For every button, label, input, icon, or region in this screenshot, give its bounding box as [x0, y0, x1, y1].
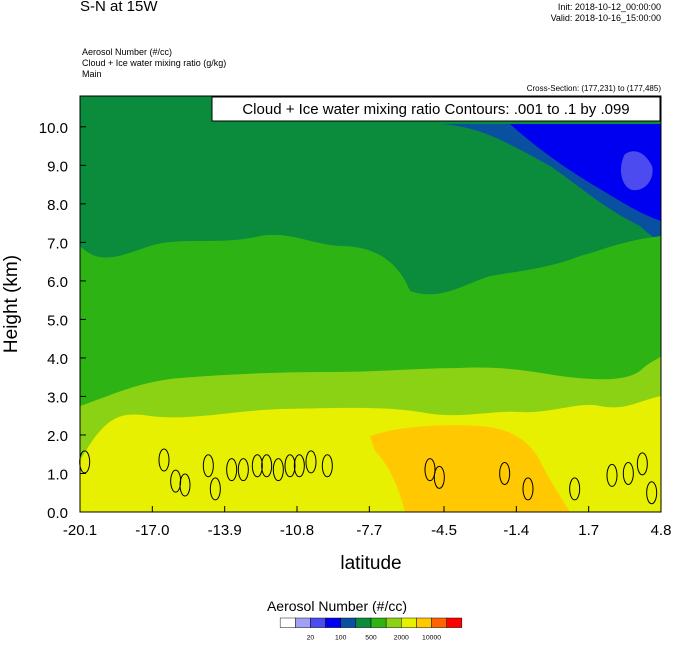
colorbar-swatch: [355, 617, 372, 628]
colorbar-swatch: [370, 617, 387, 628]
y-tick-label: 7.0: [47, 235, 68, 252]
field-aerosol-label: Aerosol Number (#/cc): [82, 47, 173, 57]
plot-area: Cloud + Ice water mixing ratio Contours:…: [1, 95, 671, 574]
region-upper-blue: [510, 124, 661, 221]
cloud-contour: [158, 448, 170, 472]
y-tick-label: 1.0: [47, 466, 68, 483]
cloud-contour: [522, 477, 534, 501]
colorbar-swatch: [431, 617, 447, 628]
cloud-contour: [305, 450, 317, 474]
cloud-contour: [209, 477, 221, 501]
y-tick-label: 3.0: [47, 389, 68, 406]
plot-frame: [79, 95, 662, 513]
x-tick-label: -13.9: [208, 522, 242, 539]
x-tick-label: 4.8: [651, 522, 672, 539]
x-tick-label: -1.4: [503, 522, 529, 539]
cloud-contour: [237, 458, 249, 482]
x-tick-label: -7.7: [356, 522, 382, 539]
colorbar: 20 100 500 2000 10000: [279, 617, 463, 641]
x-tick-label: -4.5: [431, 522, 457, 539]
region-orange: [370, 425, 570, 512]
x-tick-label: -17.0: [135, 522, 169, 539]
cloud-contour: [251, 454, 263, 478]
y-tick-label: 8.0: [47, 197, 68, 214]
chart-title: S-N at 15W: [80, 0, 158, 15]
colorbar-swatch: [340, 617, 357, 628]
colorbar-swatch: [416, 617, 432, 628]
colorbar-label: 100: [335, 634, 347, 641]
y-tick-label: 6.0: [47, 274, 68, 291]
cloud-contour: [284, 454, 296, 478]
colorbar-swatch: [385, 617, 402, 628]
cloud-contour: [179, 473, 191, 497]
colorbar-swatch: [446, 617, 463, 628]
cloud-contour: [424, 458, 436, 482]
y-tick-label: 9.0: [47, 158, 68, 175]
colorbar-labels: 20 100 500 2000 10000: [307, 634, 442, 641]
cloud-contour: [636, 452, 648, 476]
y-axis: 0.0 1.0 2.0 3.0 4.0 5.0 6.0 7.0 8.0 9.0 10.0: [39, 120, 86, 522]
colorbar-swatch: [310, 617, 326, 628]
x-tick-label: 1.7: [578, 522, 599, 539]
colorbar-swatches: [279, 617, 463, 628]
x-tick-label: -20.1: [63, 522, 97, 539]
cloud-contour: [622, 461, 634, 485]
contour-label-box: Cloud + Ice water mixing ratio Contours:…: [211, 96, 661, 122]
contour-label: Cloud + Ice water mixing ratio Contours:…: [242, 101, 629, 118]
field-main-label: Main: [82, 69, 102, 79]
cloud-contour: [293, 454, 305, 478]
cloud-contour: [272, 458, 284, 482]
y-tick-label: 5.0: [47, 312, 68, 329]
cloud-contour: [569, 477, 581, 501]
cloud-contour: [202, 454, 214, 478]
cloud-contour: [646, 481, 658, 505]
filled-contours: [80, 96, 661, 513]
cloud-contour: [499, 461, 511, 485]
cloud-contour: [261, 454, 273, 478]
cloud-contour: [606, 463, 618, 487]
y-tick-label: 0.0: [47, 505, 68, 522]
y-tick-label: 10.0: [39, 120, 68, 137]
x-axis-label: latitude: [340, 553, 401, 574]
colorbar-label: 500: [365, 634, 377, 641]
cloud-contour: [321, 454, 333, 478]
region-upper-lav: [620, 151, 653, 191]
cloud-contours: [79, 448, 658, 505]
y-tick-label: 4.0: [47, 351, 68, 368]
colorbar-swatch: [279, 617, 296, 628]
colorbar-label: 20: [307, 634, 315, 641]
cloud-contour: [226, 458, 238, 482]
field-cloud-label: Cloud + Ice water mixing ratio (g/kg): [82, 58, 227, 68]
colorbar-label: 10000: [422, 634, 441, 641]
y-tick-label: 2.0: [47, 428, 68, 445]
colorbar-swatch: [401, 617, 417, 628]
colorbar-swatch: [295, 617, 311, 628]
colorbar-title: Aerosol Number (#/cc): [266, 598, 408, 614]
x-axis: -20.1 -17.0 -13.9 -10.8 -7.7 -4.5 -1.4 1.7 4.8: [63, 506, 672, 539]
colorbar-swatch: [325, 617, 341, 628]
colorbar-label: 2000: [394, 634, 409, 641]
valid-time: Valid: 2018-10-16_15:00:00: [550, 13, 661, 23]
init-time: Init: 2018-10-12_00:00:00: [557, 2, 661, 12]
y-axis-label: Height (km): [1, 255, 22, 353]
cloud-contour: [433, 465, 445, 489]
cross-section-label: Cross-Section: (177,231) to (177,485): [526, 84, 661, 93]
x-tick-label: -10.8: [280, 522, 314, 539]
